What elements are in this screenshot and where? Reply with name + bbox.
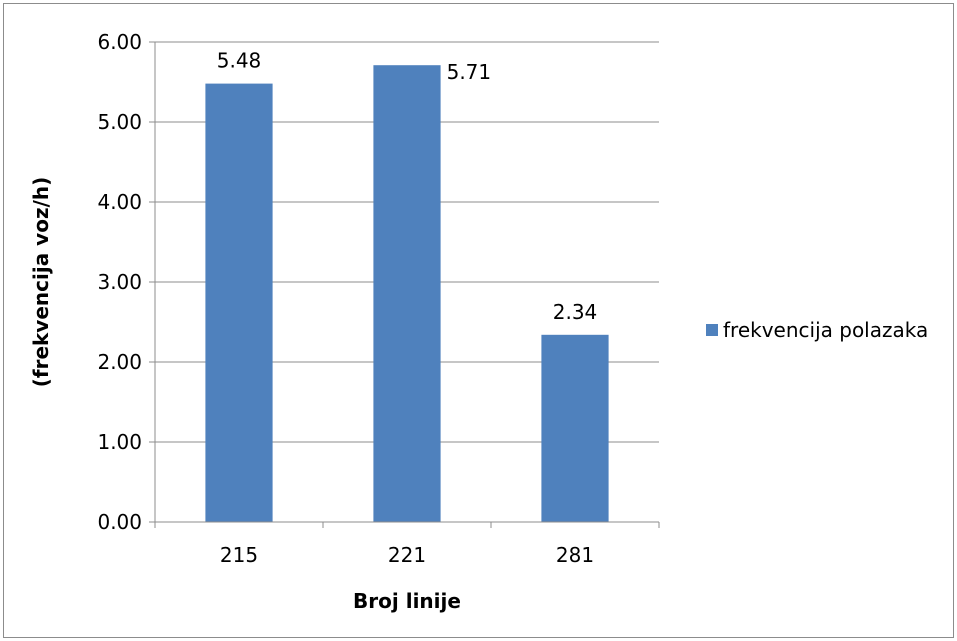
y-axis-title: (frekvencija voz/h) — [29, 177, 53, 388]
labels: 0.00 1.00 2.00 3.00 4.00 5.00 6.00 215 5.48 221 5.… — [97, 30, 597, 567]
data-label-221: 5.71 — [447, 60, 492, 84]
chart-frame — [3, 3, 954, 638]
x-tick-label: 215 — [220, 543, 258, 567]
x-axis-title: Broj linije — [353, 589, 461, 613]
legend-label: frekvencija polazaka — [723, 318, 928, 342]
bar-215 — [205, 83, 273, 522]
axes — [149, 41, 660, 528]
y-tick-label: 4.00 — [97, 190, 142, 214]
legend: frekvencija polazaka — [706, 318, 928, 342]
bars — [205, 65, 609, 522]
data-label-281: 2.34 — [553, 300, 598, 324]
bar-281 — [541, 334, 609, 522]
legend-swatch — [706, 324, 718, 336]
x-tick-label: 281 — [556, 543, 594, 567]
y-tick-label: 5.00 — [97, 110, 142, 134]
y-tick-label: 6.00 — [97, 30, 142, 54]
bar-221 — [373, 65, 441, 522]
y-tick-label: 3.00 — [97, 270, 142, 294]
y-tick-label: 1.00 — [97, 430, 142, 454]
y-tick-label: 2.00 — [97, 350, 142, 374]
x-tick-label: 221 — [388, 543, 426, 567]
data-label-215: 5.48 — [217, 49, 262, 73]
y-tick-label: 0.00 — [97, 510, 142, 534]
